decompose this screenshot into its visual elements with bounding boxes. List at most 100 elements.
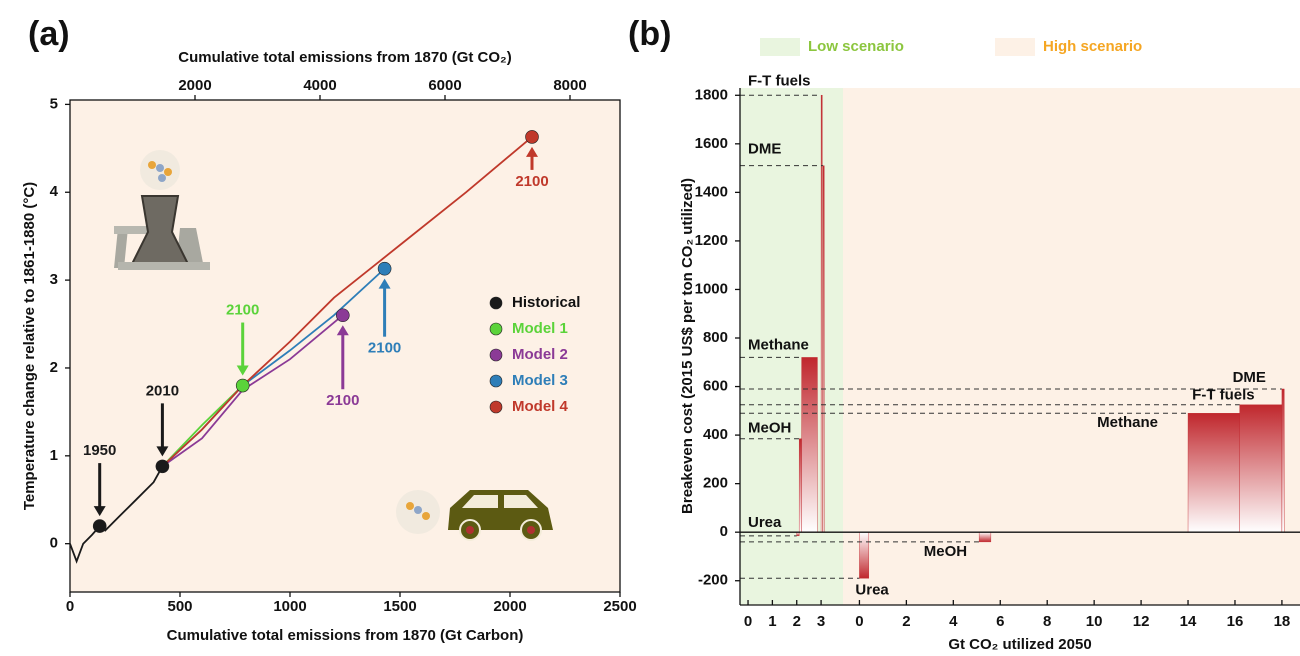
molecule: [406, 502, 414, 510]
x2-tick-label: 2000: [178, 77, 211, 94]
bar-label: F-T fuels: [748, 72, 811, 89]
series-line: [161, 136, 533, 468]
annotation-label: 2100: [326, 392, 359, 409]
x-tick-label: 2000: [493, 598, 526, 615]
annotation-point: [525, 130, 539, 144]
x-tick-label: 8: [1043, 613, 1051, 630]
legend-swatch: [760, 38, 800, 56]
y-tick-label: 1800: [695, 86, 728, 103]
bar-label: DME: [748, 141, 781, 158]
bar: [820, 95, 823, 533]
car-window: [462, 495, 538, 508]
x-tick-label: 2500: [603, 598, 636, 615]
legend-label: Model 1: [512, 320, 568, 337]
x-tick-label: 3: [817, 613, 825, 630]
y-tick-label: 4: [50, 183, 59, 200]
legend-label: Historical: [512, 294, 580, 311]
molecule: [158, 174, 166, 182]
car-hub: [527, 526, 535, 534]
x-tick-label: 2: [793, 613, 801, 630]
x-tick-label: 1: [768, 613, 776, 630]
x-axis-title: Cumulative total emissions from 1870 (Gt…: [167, 627, 524, 644]
x-tick-label: 6: [996, 613, 1004, 630]
annotation-point: [235, 378, 250, 393]
x2-axis-title: Cumulative total emissions from 1870 (Gt…: [178, 49, 511, 66]
arrow-head: [93, 506, 106, 517]
annotation-point: [335, 308, 350, 323]
y-axis-title: Breakeven cost (2015 US$ per ton CO₂ uti…: [679, 178, 696, 514]
bar: [1187, 413, 1240, 533]
bar-label: Urea: [855, 581, 889, 598]
x-tick-label: 500: [167, 598, 192, 615]
x-tick-label: 4: [949, 613, 958, 630]
legend-swatch: [995, 38, 1035, 56]
power-plant-icon: [114, 150, 210, 270]
bar: [1239, 404, 1283, 533]
x-tick-label: 0: [855, 613, 863, 630]
panel-a: 0 500 1000 1500 2000 2500 2000 4000 6000 8000 0 1 2 3…: [50, 77, 637, 615]
molecule: [414, 506, 422, 514]
bar-label: Methane: [748, 336, 809, 353]
legend-marker: [489, 374, 503, 388]
legend-label: High scenario: [1043, 38, 1142, 55]
molecule: [422, 512, 430, 520]
bar: [798, 438, 802, 533]
bar: [822, 165, 825, 533]
annotation-label: 2100: [226, 302, 259, 319]
annotation-point: [155, 459, 170, 474]
y-tick-label: 2: [50, 359, 58, 376]
legend-label: Model 2: [512, 346, 568, 363]
legend-marker: [489, 296, 503, 310]
bar-label: Methane: [1097, 414, 1158, 431]
x-tick-label: 0: [66, 598, 74, 615]
legend-marker: [489, 400, 503, 414]
arrow-head: [236, 365, 249, 376]
molecule: [156, 164, 164, 172]
panel-label: (a): [28, 15, 70, 53]
x-tick-label: 12: [1133, 613, 1150, 630]
bar: [801, 357, 818, 533]
y-axis-title: Temperature change relative to 1861-1880…: [21, 182, 38, 510]
arrow-head: [526, 146, 538, 157]
x-tick-label: 18: [1274, 613, 1291, 630]
y-tick-label: 800: [703, 329, 728, 346]
bar-label: Urea: [748, 514, 782, 531]
y-tick-label: 600: [703, 378, 728, 395]
annotation-label: 2100: [368, 340, 401, 357]
annotation-label: 2010: [146, 382, 179, 399]
side-building: [114, 228, 128, 268]
arrow-head: [336, 325, 349, 336]
bar-label: MeOH: [748, 420, 791, 437]
arrow-head: [378, 278, 391, 289]
icons: [114, 150, 553, 541]
bar: [978, 531, 992, 543]
x2-tick-label: 8000: [553, 77, 586, 94]
bar-label: MeOH: [924, 543, 967, 560]
car-hub: [466, 526, 474, 534]
scenario-band: [740, 88, 843, 605]
annotation-label: 1950: [83, 442, 116, 459]
y-tick-label: 1000: [695, 280, 728, 297]
y-tick-label: 200: [703, 475, 728, 492]
annotation-point: [92, 519, 107, 533]
bar-label: DME: [1233, 369, 1266, 386]
y-tick-label: 400: [703, 426, 728, 443]
car-icon: [396, 490, 553, 541]
annotation-point: [377, 261, 392, 276]
x2-tick-label: 6000: [428, 77, 461, 94]
x-tick-label: 1000: [273, 598, 306, 615]
bar-label: F-T fuels: [1192, 387, 1255, 404]
annotation-label: 2100: [515, 173, 548, 190]
legend-label: Model 4: [512, 398, 568, 415]
y-tick-label: 5: [50, 95, 58, 112]
y-tick-label: 1: [50, 447, 58, 464]
legend-marker: [489, 348, 503, 362]
legend-label: Model 3: [512, 372, 568, 389]
bar: [1281, 388, 1285, 533]
y-tick-label: 0: [720, 523, 728, 540]
molecule: [164, 168, 172, 176]
x-tick-label: 16: [1227, 613, 1244, 630]
x-axis-title: Gt CO₂ utilized 2050: [948, 636, 1091, 653]
y-tick-label: 0: [50, 535, 58, 552]
